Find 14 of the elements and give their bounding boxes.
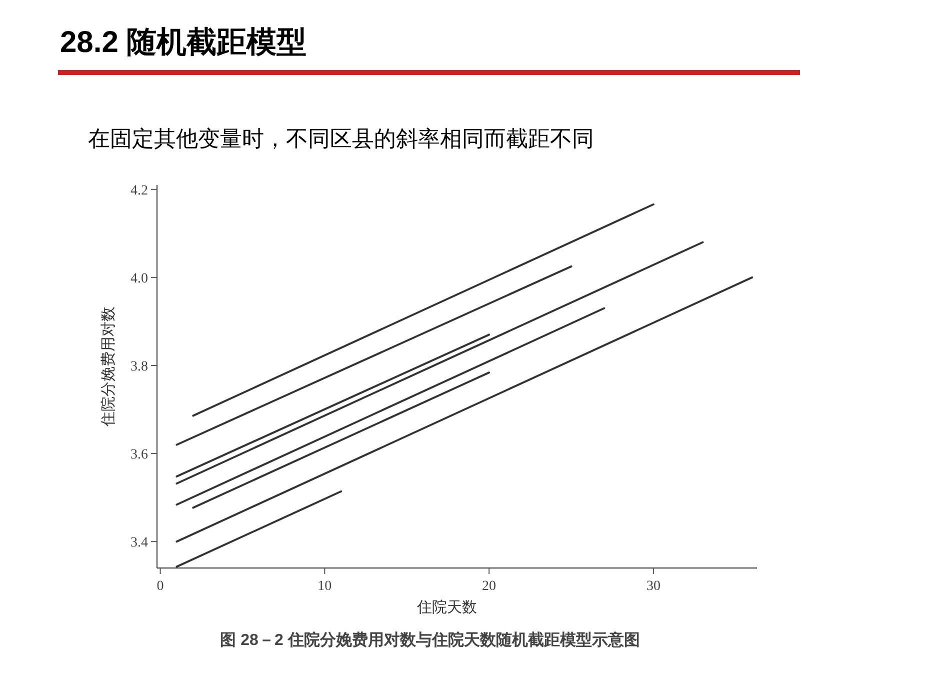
y-axis-title: 住院分娩费用对数: [100, 306, 117, 428]
x-tick-label: 0: [156, 579, 164, 594]
caption: 图 28－2 住院分娩费用对数与住院天数随机截距模型示意图: [220, 631, 640, 649]
subtitle: 在固定其他变量时，不同区县的斜率相同而截距不同: [88, 126, 594, 151]
x-tick-label: 20: [482, 579, 496, 594]
x-axis-title: 住院天数: [416, 599, 477, 616]
x-tick-label: 30: [646, 579, 660, 594]
y-tick-label: 3.4: [130, 536, 148, 551]
title: 28.2 随机截距模型: [60, 26, 307, 59]
y-tick-label: 3.6: [130, 448, 148, 463]
x-tick-label: 10: [318, 579, 332, 594]
y-tick-label: 3.8: [130, 359, 148, 374]
y-tick-label: 4.2: [130, 183, 148, 198]
y-tick-label: 4.0: [130, 271, 148, 286]
